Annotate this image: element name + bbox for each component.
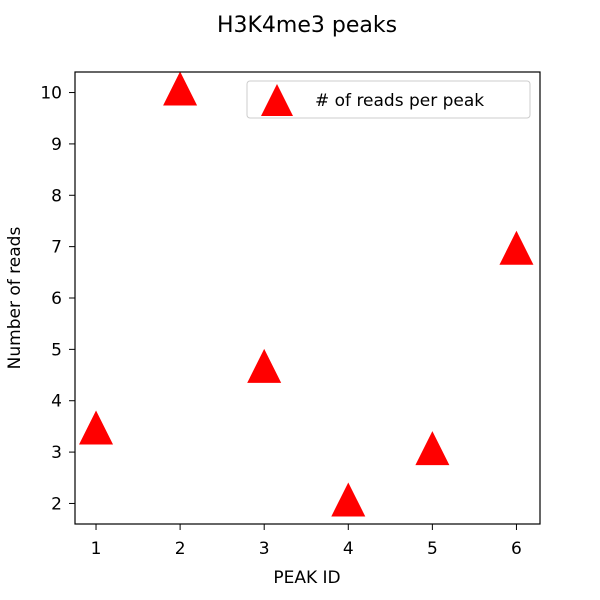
chart-title: H3K4me3 peaks	[217, 13, 397, 38]
y-axis-label: Number of reads	[5, 227, 25, 370]
data-point-triangle	[499, 230, 534, 265]
x-tick-label: 4	[343, 539, 354, 559]
y-tick-label: 6	[51, 289, 62, 309]
legend-triangle-marker	[261, 84, 293, 116]
x-axis-ticks: 1 2 3 4 5 6	[91, 524, 522, 559]
data-point-triangle	[79, 410, 114, 445]
y-tick-label: 7	[51, 238, 62, 258]
x-tick-label: 6	[511, 539, 522, 559]
data-point-triangle	[331, 482, 366, 517]
legend-series-label: # of reads per peak	[315, 91, 484, 111]
y-tick-label: 5	[51, 340, 62, 360]
y-tick-label: 8	[51, 186, 62, 206]
legend-frame	[246, 80, 531, 119]
x-tick-label: 5	[427, 539, 438, 559]
y-tick-label: 2	[51, 494, 62, 514]
legend: # of reads per peak	[246, 80, 531, 119]
x-tick-label: 3	[259, 539, 270, 559]
data-point-triangle	[415, 431, 450, 466]
data-point-triangle	[163, 71, 198, 106]
y-axis-ticks: 2 3 4 5 6 7 8 9 10	[40, 84, 75, 514]
data-point-triangle	[247, 348, 282, 383]
x-tick-label: 1	[91, 539, 102, 559]
x-tick-label: 2	[175, 539, 186, 559]
x-axis-label: PEAK ID	[273, 568, 340, 588]
y-tick-label: 9	[51, 135, 62, 155]
data-points	[79, 71, 534, 517]
y-tick-label: 4	[51, 392, 62, 412]
plot-area-frame	[74, 71, 541, 525]
y-tick-label: 10	[40, 84, 62, 104]
y-tick-label: 3	[51, 443, 62, 463]
